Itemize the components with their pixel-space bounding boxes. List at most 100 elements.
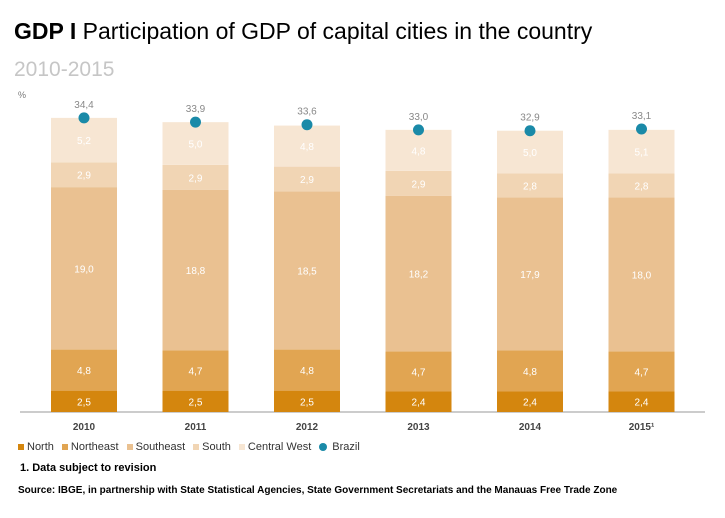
- title-text: Participation of GDP of capital cities i…: [76, 18, 593, 44]
- legend-label: South: [202, 441, 231, 453]
- legend-item: Central West: [238, 441, 312, 453]
- x-tick-label: 2013: [407, 422, 430, 433]
- x-tick-label: 2014: [519, 422, 542, 433]
- segment-value-label: 18,0: [632, 270, 652, 281]
- segment-value-label: 18,2: [409, 269, 429, 280]
- legend-dot: [319, 443, 328, 451]
- x-tick-label: 2015¹: [629, 422, 655, 433]
- segment-value-label: 5,0: [189, 140, 203, 151]
- bar-segment-north: [51, 390, 117, 412]
- x-tick-label: 2012: [296, 422, 319, 433]
- legend-swatch: [18, 444, 24, 450]
- legend-label: Northeast: [70, 441, 119, 453]
- bar-segment-northeast: [497, 350, 563, 392]
- bar-segment-southeast: [51, 187, 117, 350]
- source-note: Source: IBGE, in partnership with State …: [18, 485, 618, 496]
- bar-segment-south: [162, 164, 229, 190]
- segment-value-label: 2,4: [523, 398, 537, 409]
- segment-value-label: 4,8: [77, 366, 91, 377]
- segment-value-label: 2,4: [412, 398, 426, 409]
- bar-segment-central-west: [608, 129, 675, 174]
- segment-value-label: 5,2: [77, 136, 91, 147]
- title-bold: GDP I: [14, 18, 77, 44]
- brazil-marker: [413, 124, 424, 136]
- bar-segment-north: [162, 390, 229, 412]
- segment-value-label: 2,9: [300, 175, 314, 186]
- bar-segment-central-west: [497, 130, 563, 174]
- legend-swatch: [61, 444, 68, 450]
- bar-segment-north: [497, 391, 563, 412]
- segment-value-label: 2,5: [77, 397, 91, 408]
- brazil-value-label: 32,9: [520, 113, 540, 124]
- bar-segment-northeast: [608, 351, 675, 392]
- brazil-marker: [524, 125, 536, 137]
- bar-segment-southeast: [497, 197, 563, 351]
- footnote: 1. Data subject to revision: [20, 462, 157, 474]
- bar-segment-central-west: [162, 122, 229, 165]
- segment-value-label: 5,0: [523, 148, 537, 159]
- bar-segment-northeast: [274, 349, 340, 391]
- segment-value-label: 4,8: [523, 367, 537, 378]
- bar-segment-south: [274, 166, 340, 192]
- segment-value-label: 4,8: [300, 366, 314, 377]
- brazil-marker: [636, 123, 647, 135]
- segment-value-label: 2,8: [523, 181, 537, 192]
- bar-segment-southeast: [608, 197, 675, 352]
- segment-value-label: 4,7: [412, 367, 426, 378]
- bar-segment-south: [385, 170, 452, 196]
- chart-legend: North Northeast Southeast South Central West…: [18, 441, 368, 453]
- legend-item: Southeast: [126, 441, 186, 453]
- chart-subtitle: 2010-2015: [14, 58, 115, 81]
- stacked-bar-chart: 2,5 4,8 19,0 2,9 5,2 2010 34,4 2,5 4,7 18,8 2,9 5,0…: [20, 100, 705, 433]
- legend-item: South: [193, 441, 231, 453]
- segment-value-label: 4,7: [189, 367, 203, 378]
- bar-segment-south: [608, 173, 675, 198]
- legend-swatch: [238, 444, 245, 450]
- legend-swatch: [126, 444, 133, 450]
- bar-segment-northeast: [162, 350, 229, 391]
- bar-segment-southeast: [274, 191, 340, 350]
- legend-item: Northeast: [61, 441, 119, 453]
- segment-value-label: 4,8: [412, 146, 426, 157]
- segment-value-label: 2,9: [412, 179, 426, 190]
- segment-value-label: 2,9: [77, 171, 91, 182]
- segment-value-label: 2,4: [635, 398, 649, 409]
- legend-item: North: [18, 441, 54, 453]
- x-tick-label: 2011: [185, 422, 207, 433]
- bar-segment-northeast: [385, 351, 452, 392]
- bar-segment-southeast: [162, 189, 229, 351]
- unit-label: %: [18, 90, 27, 100]
- legend-item: Brazil: [319, 441, 360, 453]
- brazil-value-label: 33,0: [409, 112, 429, 123]
- segment-value-label: 5,1: [635, 148, 649, 159]
- segment-value-label: 2,9: [189, 173, 203, 184]
- brazil-marker: [190, 116, 201, 128]
- bar-segment-south: [497, 173, 563, 198]
- x-tick-label: 2010: [73, 422, 96, 433]
- legend-swatch: [193, 444, 200, 450]
- segment-value-label: 17,9: [520, 270, 540, 281]
- brazil-marker: [78, 112, 90, 124]
- bar-segment-southeast: [385, 195, 452, 352]
- brazil-value-label: 33,9: [186, 104, 206, 115]
- bar-segment-north: [274, 390, 340, 412]
- brazil-value-label: 34,4: [74, 100, 94, 111]
- legend-label: Central West: [247, 441, 312, 453]
- bar-segment-central-west: [51, 117, 117, 163]
- segment-value-label: 18,8: [186, 266, 206, 277]
- brazil-marker: [301, 119, 313, 131]
- chart-title: GDP I Participation of GDP of capital ci…: [14, 18, 592, 45]
- legend-label: Southeast: [135, 441, 186, 453]
- bar-segment-central-west: [274, 125, 340, 167]
- segment-value-label: 4,7: [635, 367, 649, 378]
- segment-value-label: 4,8: [300, 142, 314, 153]
- segment-value-label: 2,5: [300, 397, 314, 408]
- brazil-value-label: 33,1: [632, 111, 652, 122]
- bar-segment-north: [608, 391, 675, 412]
- legend-label: Brazil: [332, 441, 360, 453]
- segment-value-label: 18,5: [297, 266, 317, 277]
- brazil-value-label: 33,6: [297, 107, 317, 118]
- legend-label: North: [27, 441, 54, 453]
- segment-value-label: 19,0: [74, 264, 94, 275]
- bar-segment-north: [385, 391, 452, 412]
